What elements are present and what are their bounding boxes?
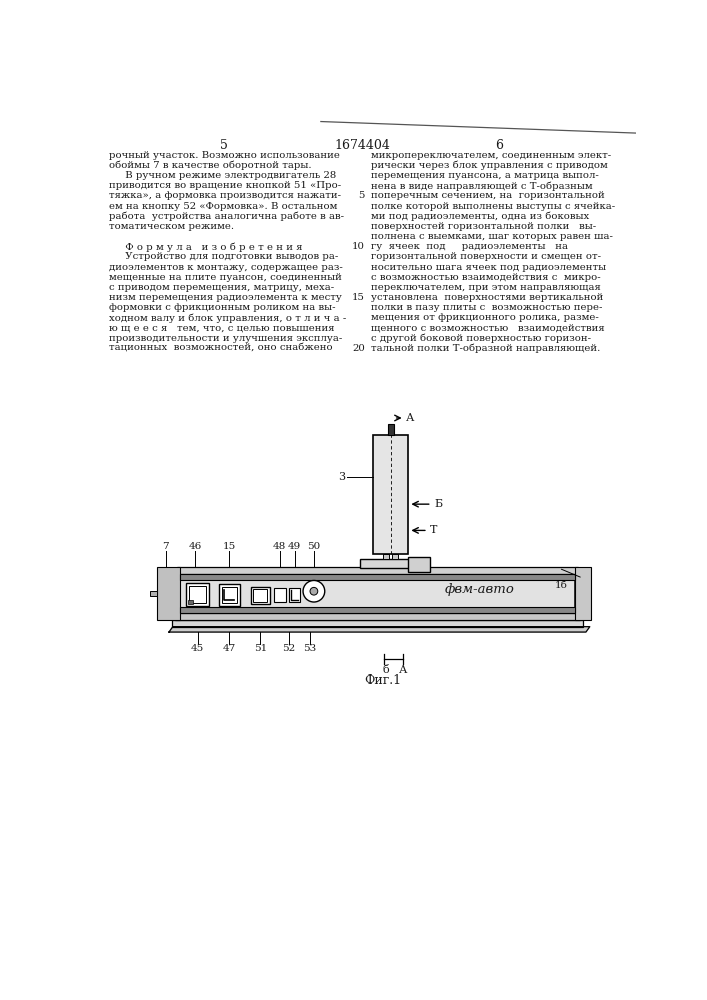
Text: 53: 53: [303, 644, 317, 653]
Text: б: б: [382, 665, 390, 675]
Bar: [575, 567, 590, 620]
Text: 52: 52: [283, 644, 296, 653]
Text: Т: Т: [429, 525, 437, 535]
Text: 3: 3: [339, 472, 346, 482]
Text: низм перемещения радиоэлемента к месту: низм перемещения радиоэлемента к месту: [110, 293, 342, 302]
Text: Устройство для подготовки выводов ра-: Устройство для подготовки выводов ра-: [110, 252, 339, 261]
Text: ходном валу и блок управления, о т л и ч а -: ходном валу и блок управления, о т л и ч…: [110, 313, 346, 323]
Text: Б: Б: [434, 499, 442, 509]
Bar: [172, 620, 583, 627]
Text: приводится во вращение кнопкой 51 «Про-: приводится во вращение кнопкой 51 «Про-: [110, 181, 341, 190]
Text: работа  устройства аналогична работе в ав-: работа устройства аналогична работе в ав…: [110, 212, 344, 221]
Text: 15: 15: [223, 542, 236, 551]
Bar: [274, 588, 286, 602]
Text: формовки с фрикционным роликом на вы-: формовки с фрикционным роликом на вы-: [110, 303, 336, 312]
Bar: [387, 424, 394, 435]
Text: В ручном режиме электродвигатель 28: В ручном режиме электродвигатель 28: [110, 171, 337, 180]
Bar: [373, 435, 409, 554]
Text: 1674404: 1674404: [334, 139, 390, 152]
Bar: [360, 559, 421, 568]
Text: фвм-авто: фвм-авто: [445, 583, 515, 596]
Text: 49: 49: [288, 542, 301, 551]
Text: 5: 5: [358, 191, 365, 200]
Bar: [177, 567, 578, 574]
Bar: [289, 588, 300, 602]
Text: мещенные на плите пуансон, соединенный: мещенные на плите пуансон, соединенный: [110, 273, 342, 282]
Bar: [175, 613, 580, 620]
Text: ем на кнопку 52 «Формовка». В остальном: ем на кнопку 52 «Формовка». В остальном: [110, 202, 338, 211]
Bar: [218, 584, 240, 606]
Text: 10: 10: [352, 242, 365, 251]
Bar: [151, 591, 156, 596]
Text: микропереключателем, соединенным элект-: микропереключателем, соединенным элект-: [371, 151, 612, 160]
Text: горизонтальной поверхности и смещен от-: горизонтальной поверхности и смещен от-: [371, 252, 601, 261]
Bar: [392, 554, 398, 559]
Text: рочный участок. Возможно использование: рочный участок. Возможно использование: [110, 151, 340, 160]
Text: установлена  поверхностями вертикальной: установлена поверхностями вертикальной: [371, 293, 604, 302]
Text: 20: 20: [352, 344, 365, 353]
Text: 15: 15: [352, 293, 365, 302]
Bar: [251, 587, 270, 604]
Text: 50: 50: [308, 542, 320, 551]
Text: полнена с выемками, шаг которых равен ша-: полнена с выемками, шаг которых равен ша…: [371, 232, 613, 241]
Circle shape: [310, 587, 317, 595]
Text: поперечным сечением, на  горизонтальной: поперечным сечением, на горизонтальной: [371, 191, 605, 200]
Bar: [156, 567, 180, 620]
Text: 46: 46: [189, 542, 202, 551]
Text: с приводом перемещения, матрицу, меха-: с приводом перемещения, матрицу, меха-: [110, 283, 334, 292]
Text: рически через блок управления с приводом: рически через блок управления с приводом: [371, 161, 608, 170]
Text: Ф о р м у л а   и з о б р е т е н и я: Ф о р м у л а и з о б р е т е н и я: [110, 242, 303, 252]
Text: А: А: [399, 665, 407, 675]
Bar: [189, 586, 206, 603]
Text: 48: 48: [273, 542, 286, 551]
Bar: [180, 607, 575, 613]
Text: гу  ячеек  под     радиоэлементы   на: гу ячеек под радиоэлементы на: [371, 242, 568, 251]
Text: 6: 6: [495, 139, 503, 152]
Circle shape: [303, 580, 325, 602]
Text: 47: 47: [223, 644, 236, 653]
Text: производительности и улучшения эксплуа-: производительности и улучшения эксплуа-: [110, 334, 343, 343]
Text: 1б: 1б: [555, 581, 568, 590]
Polygon shape: [169, 627, 590, 632]
Text: полки в пазу плиты с  возможностью пере-: полки в пазу плиты с возможностью пере-: [371, 303, 602, 312]
Bar: [180, 574, 575, 613]
Text: диоэлементов к монтажу, содержащее раз-: диоэлементов к монтажу, содержащее раз-: [110, 263, 343, 272]
Text: ми под радиоэлементы, одна из боковых: ми под радиоэлементы, одна из боковых: [371, 212, 590, 221]
Text: поверхностей горизонтальной полки   вы-: поверхностей горизонтальной полки вы-: [371, 222, 597, 231]
Text: Фиг.1: Фиг.1: [364, 674, 402, 687]
Text: 7: 7: [163, 542, 169, 551]
Text: А: А: [406, 413, 414, 423]
Text: 45: 45: [191, 644, 204, 653]
Text: носительно шага ячеек под радиоэлементы: носительно шага ячеек под радиоэлементы: [371, 263, 607, 272]
Text: с другой боковой поверхностью горизон-: с другой боковой поверхностью горизон-: [371, 334, 591, 343]
Text: 51: 51: [254, 644, 267, 653]
Text: тальной полки Т-образной направляющей.: тальной полки Т-образной направляющей.: [371, 344, 601, 353]
Text: с возможностью взаимодействия с  микро-: с возможностью взаимодействия с микро-: [371, 273, 601, 282]
Text: полке которой выполнены выступы с ячейка-: полке которой выполнены выступы с ячейка…: [371, 202, 615, 211]
Bar: [383, 554, 389, 559]
Text: тационных  возможностей, оно снабжено: тационных возможностей, оно снабжено: [110, 344, 333, 353]
Bar: [188, 600, 193, 604]
Text: тяжка», а формовка производится нажати-: тяжка», а формовка производится нажати-: [110, 191, 341, 200]
Text: томатическом режиме.: томатическом режиме.: [110, 222, 235, 231]
Bar: [222, 587, 237, 603]
Bar: [409, 557, 430, 572]
Text: нена в виде направляющей с Т-образным: нена в виде направляющей с Т-образным: [371, 181, 593, 191]
Text: ю щ е е с я   тем, что, с целью повышения: ю щ е е с я тем, что, с целью повышения: [110, 324, 335, 333]
Text: мещения от фрикционного ролика, разме-: мещения от фрикционного ролика, разме-: [371, 313, 599, 322]
Text: переключателем, при этом направляющая: переключателем, при этом направляющая: [371, 283, 601, 292]
Text: 5: 5: [220, 139, 228, 152]
Bar: [186, 583, 209, 606]
Bar: [253, 589, 267, 602]
Text: перемещения пуансона, а матрица выпол-: перемещения пуансона, а матрица выпол-: [371, 171, 599, 180]
Text: обоймы 7 в качестве оборотной тары.: обоймы 7 в качестве оборотной тары.: [110, 161, 312, 170]
Text: щенного с возможностью   взаимодействия: щенного с возможностью взаимодействия: [371, 324, 605, 333]
Bar: [180, 574, 575, 580]
